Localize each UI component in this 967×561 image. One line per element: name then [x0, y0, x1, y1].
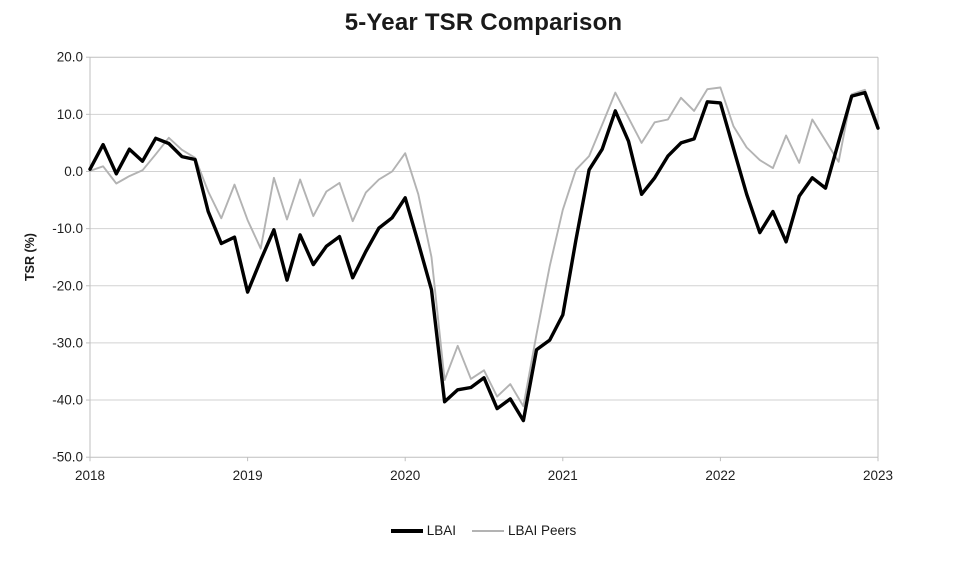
y-tick-label: -30.0 [52, 335, 83, 350]
x-tick-label: 2020 [390, 468, 420, 483]
x-tick-label: 2019 [233, 468, 263, 483]
y-tick-label: 0.0 [64, 164, 83, 179]
legend-label-lbai-peers: LBAI Peers [507, 523, 577, 538]
lbai-line-swatch [390, 528, 423, 533]
y-tick-label: 10.0 [57, 107, 83, 122]
x-tick-label: 2021 [548, 468, 578, 483]
x-tick-label: 2023 [863, 468, 893, 483]
x-tick-label: 2018 [75, 468, 105, 483]
y-tick-label: -40.0 [52, 393, 83, 408]
chart-legend: LBAI LBAI Peers [0, 523, 967, 538]
legend-item-lbai-peers: LBAI Peers [471, 523, 577, 538]
chart-title: 5-Year TSR Comparison [344, 9, 623, 36]
legend-label-lbai: LBAI [426, 523, 456, 538]
x-tick-label: 2022 [705, 468, 735, 483]
y-tick-label: 20.0 [57, 50, 83, 65]
y-tick-label: -20.0 [52, 278, 83, 293]
lbai-line [88, 90, 880, 423]
y-tick-label: -50.0 [52, 450, 83, 465]
lbai-peers-line-swatch [471, 529, 504, 532]
legend-item-lbai: LBAI [390, 523, 456, 538]
lbai-peers-line [89, 86, 879, 408]
y-tick-label: -10.0 [52, 221, 83, 236]
